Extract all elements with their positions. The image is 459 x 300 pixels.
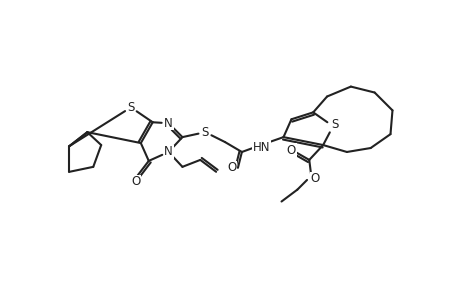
Text: O: O <box>310 172 319 185</box>
Text: O: O <box>131 175 140 188</box>
Text: S: S <box>201 126 208 139</box>
Text: S: S <box>127 101 134 114</box>
Text: S: S <box>330 118 338 131</box>
Text: N: N <box>164 146 173 158</box>
Text: N: N <box>164 117 173 130</box>
Text: HN: HN <box>252 140 270 154</box>
Text: O: O <box>286 143 296 157</box>
Text: O: O <box>227 161 236 174</box>
